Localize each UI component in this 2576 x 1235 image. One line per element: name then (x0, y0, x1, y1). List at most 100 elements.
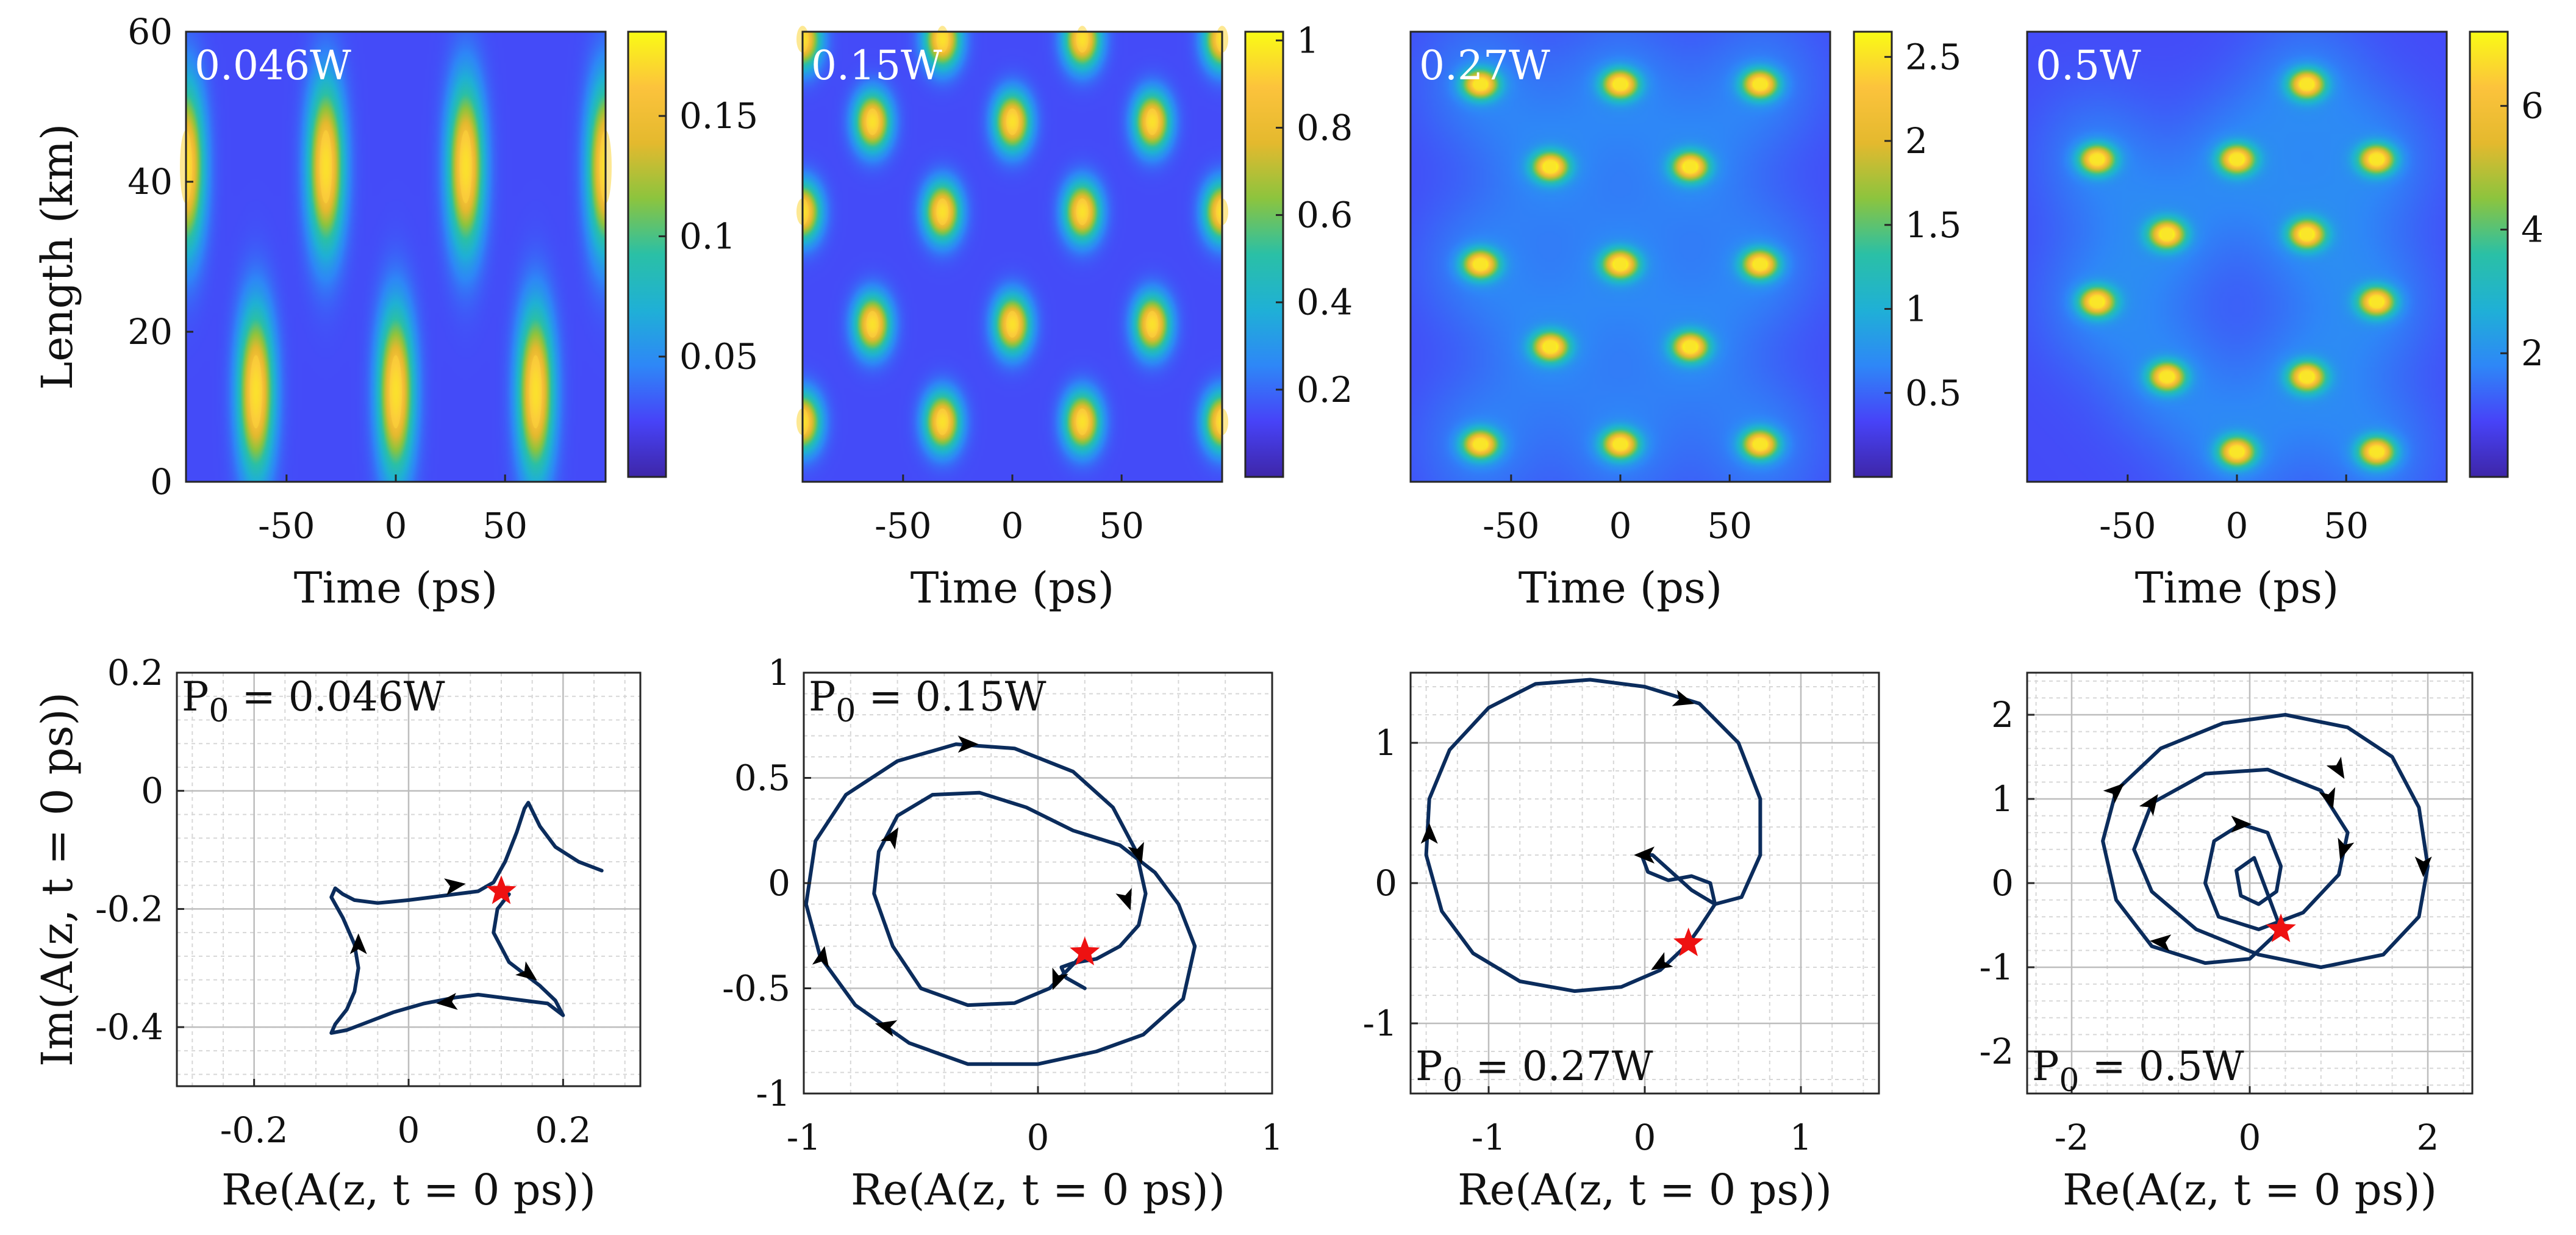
x-tick-label: 0 (1001, 505, 1024, 546)
direction-arrow (812, 946, 829, 968)
y-tick-label: 1 (1375, 722, 1397, 764)
heatmap-peak (1684, 160, 1697, 173)
heatmap-peak (1614, 258, 1626, 271)
y-tick-label: 0 (1991, 862, 2014, 904)
heatmap-peak (1544, 160, 1557, 173)
y-axis-label: Im(A(z, t = 0 ps)) (32, 692, 82, 1067)
heatmap-panel-4: 0.5W -50 0 50 Time (ps) 2 4 6 (2026, 30, 2544, 613)
start-point-star (486, 875, 517, 904)
direction-arrow (2150, 934, 2172, 952)
x-tick-label: 1 (1790, 1117, 1812, 1158)
colorbar-tick-label: 0.4 (1297, 282, 1353, 323)
heatmap-power-label: 0.15W (811, 42, 942, 89)
direction-arrow (2231, 815, 2252, 833)
x-tick-label: 0 (2226, 505, 2249, 546)
colorbar-tick-label: 2.5 (1905, 36, 1961, 77)
heatmap-peak (2370, 445, 2383, 458)
colorbar: 0.5 1 1.5 2 2.5 (1853, 30, 1961, 478)
heatmap-peak (249, 355, 262, 429)
power-label: P0 = 0.15W (809, 673, 1046, 729)
x-tick-label: 0 (1027, 1117, 1050, 1158)
x-axis-label: Re(A(z, t = 0 ps)) (221, 1165, 596, 1215)
heatmap-peak (1684, 340, 1697, 353)
y-tick-label: -2 (1980, 1031, 2014, 1072)
heatmap-peak (529, 355, 542, 429)
x-tick-label: -50 (2099, 505, 2156, 546)
colorbar-tick-label: 0.1 (679, 215, 735, 257)
heatmap-peak (2370, 295, 2383, 308)
colorbar-tick-label: 0.15 (679, 95, 758, 137)
x-tick-label: -1 (787, 1117, 821, 1158)
heatmap-image (803, 32, 1222, 482)
y-tick-label: 1 (1991, 778, 2014, 820)
x-tick-label: 0 (398, 1109, 420, 1151)
direction-arrow (1672, 689, 1695, 706)
power-label: P0 = 0.046W (182, 673, 445, 729)
direction-arrow (875, 1020, 898, 1037)
trajectory-line (329, 801, 604, 1035)
direction-arrow (2338, 837, 2355, 861)
x-axis-label: Re(A(z, t = 0 ps)) (2063, 1165, 2437, 1215)
direction-arrow (436, 992, 458, 1010)
x-axis-label: Time (ps) (911, 563, 1114, 613)
x-axis-label: Time (ps) (2135, 563, 2339, 613)
power-label: P0 = 0.5W (2032, 1043, 2244, 1099)
x-tick-label: 0.2 (535, 1109, 591, 1151)
heatmap-panel-3: 0.27W -50 0 50 Time (ps) 0.5 1 1.5 2 2.5 (1409, 30, 1961, 613)
heatmap-image (2027, 32, 2447, 482)
y-tick-label: 0 (768, 862, 790, 904)
x-tick-label: 50 (1707, 505, 1752, 546)
y-tick-label: -0.4 (95, 1006, 163, 1048)
heatmap-peak (936, 198, 949, 226)
colorbar-tick-label: 1.5 (1905, 204, 1961, 246)
x-tick-label: -50 (1483, 505, 1539, 546)
heatmap-image (1411, 32, 1830, 482)
heatmap-panel-2: 0.15W -50 0 50 Time (ps) 0.2 0.4 0.6 0.8 1 (796, 20, 1353, 613)
x-tick-label: 0 (385, 505, 407, 546)
direction-arrow (349, 933, 367, 954)
heatmap-peak (1006, 310, 1018, 338)
heatmap-peak (1614, 438, 1626, 451)
heatmap-power-label: 0.046W (195, 42, 351, 89)
heatmap-peak (1544, 340, 1557, 353)
colorbar: 0.05 0.1 0.15 (627, 30, 758, 478)
x-tick-label: 1 (1261, 1117, 1284, 1158)
x-tick-label: -50 (875, 505, 931, 546)
heatmap-peak (2161, 228, 2174, 241)
colorbar: 0.2 0.4 0.6 0.8 1 (1244, 20, 1353, 478)
heatmap-peak (390, 355, 402, 429)
direction-arrow (2414, 856, 2432, 878)
direction-arrow (2326, 756, 2345, 779)
x-axis-label: Re(A(z, t = 0 ps)) (851, 1165, 1225, 1215)
x-tick-label: -1 (1472, 1117, 1506, 1158)
direction-arrow (1052, 967, 1068, 990)
phase-panel-2: -1 0 1 -1 -0.5 0 0.5 1 P0 = 0.15W Re(A(z, t = 0 p… (722, 652, 1283, 1215)
x-axis-label: Time (ps) (1519, 563, 1722, 613)
phase-panel-4: -2 0 2 -2 -1 0 1 2 P0 = 0.5W Re(A(z, t = 0 ps)) (1980, 671, 2474, 1215)
x-tick-label: 50 (482, 505, 528, 546)
colorbar-tick-label: 1 (1297, 20, 1319, 61)
x-tick-label: -50 (258, 505, 315, 546)
colorbar-tick-label: 4 (2521, 209, 2544, 250)
y-tick-label: -1 (756, 1073, 791, 1114)
colorbar-tick-label: 0.05 (679, 336, 758, 378)
direction-arrow (2319, 787, 2336, 810)
heatmap-peak (1146, 310, 1159, 338)
y-tick-label: 0.2 (107, 652, 163, 693)
direction-arrow (1634, 847, 1655, 864)
trajectory-line (804, 742, 1197, 1066)
x-axis-label: Time (ps) (294, 563, 498, 613)
phase-panel-3: -1 0 1 -1 0 1 P0 = 0.27W Re(A(z, t = 0 ps)) (1363, 671, 1880, 1215)
heatmap-peak (1146, 108, 1159, 135)
heatmap-peak (459, 130, 472, 204)
direction-arrow (1115, 887, 1132, 911)
heatmap-power-label: 0.5W (2036, 42, 2141, 89)
colorbar: 2 4 6 (2469, 30, 2544, 478)
heatmap-peak (1754, 438, 1767, 451)
colorbar-tick-label: 6 (2521, 85, 2544, 127)
x-tick-label: 50 (1099, 505, 1144, 546)
direction-arrow (444, 878, 466, 895)
phase-panel-1: -0.2 0 0.2 -0.4 -0.2 0 0.2 P0 = 0.046W Re(A(z, t… (32, 652, 642, 1215)
y-tick-label: 60 (127, 11, 173, 52)
x-tick-label: 50 (2324, 505, 2369, 546)
